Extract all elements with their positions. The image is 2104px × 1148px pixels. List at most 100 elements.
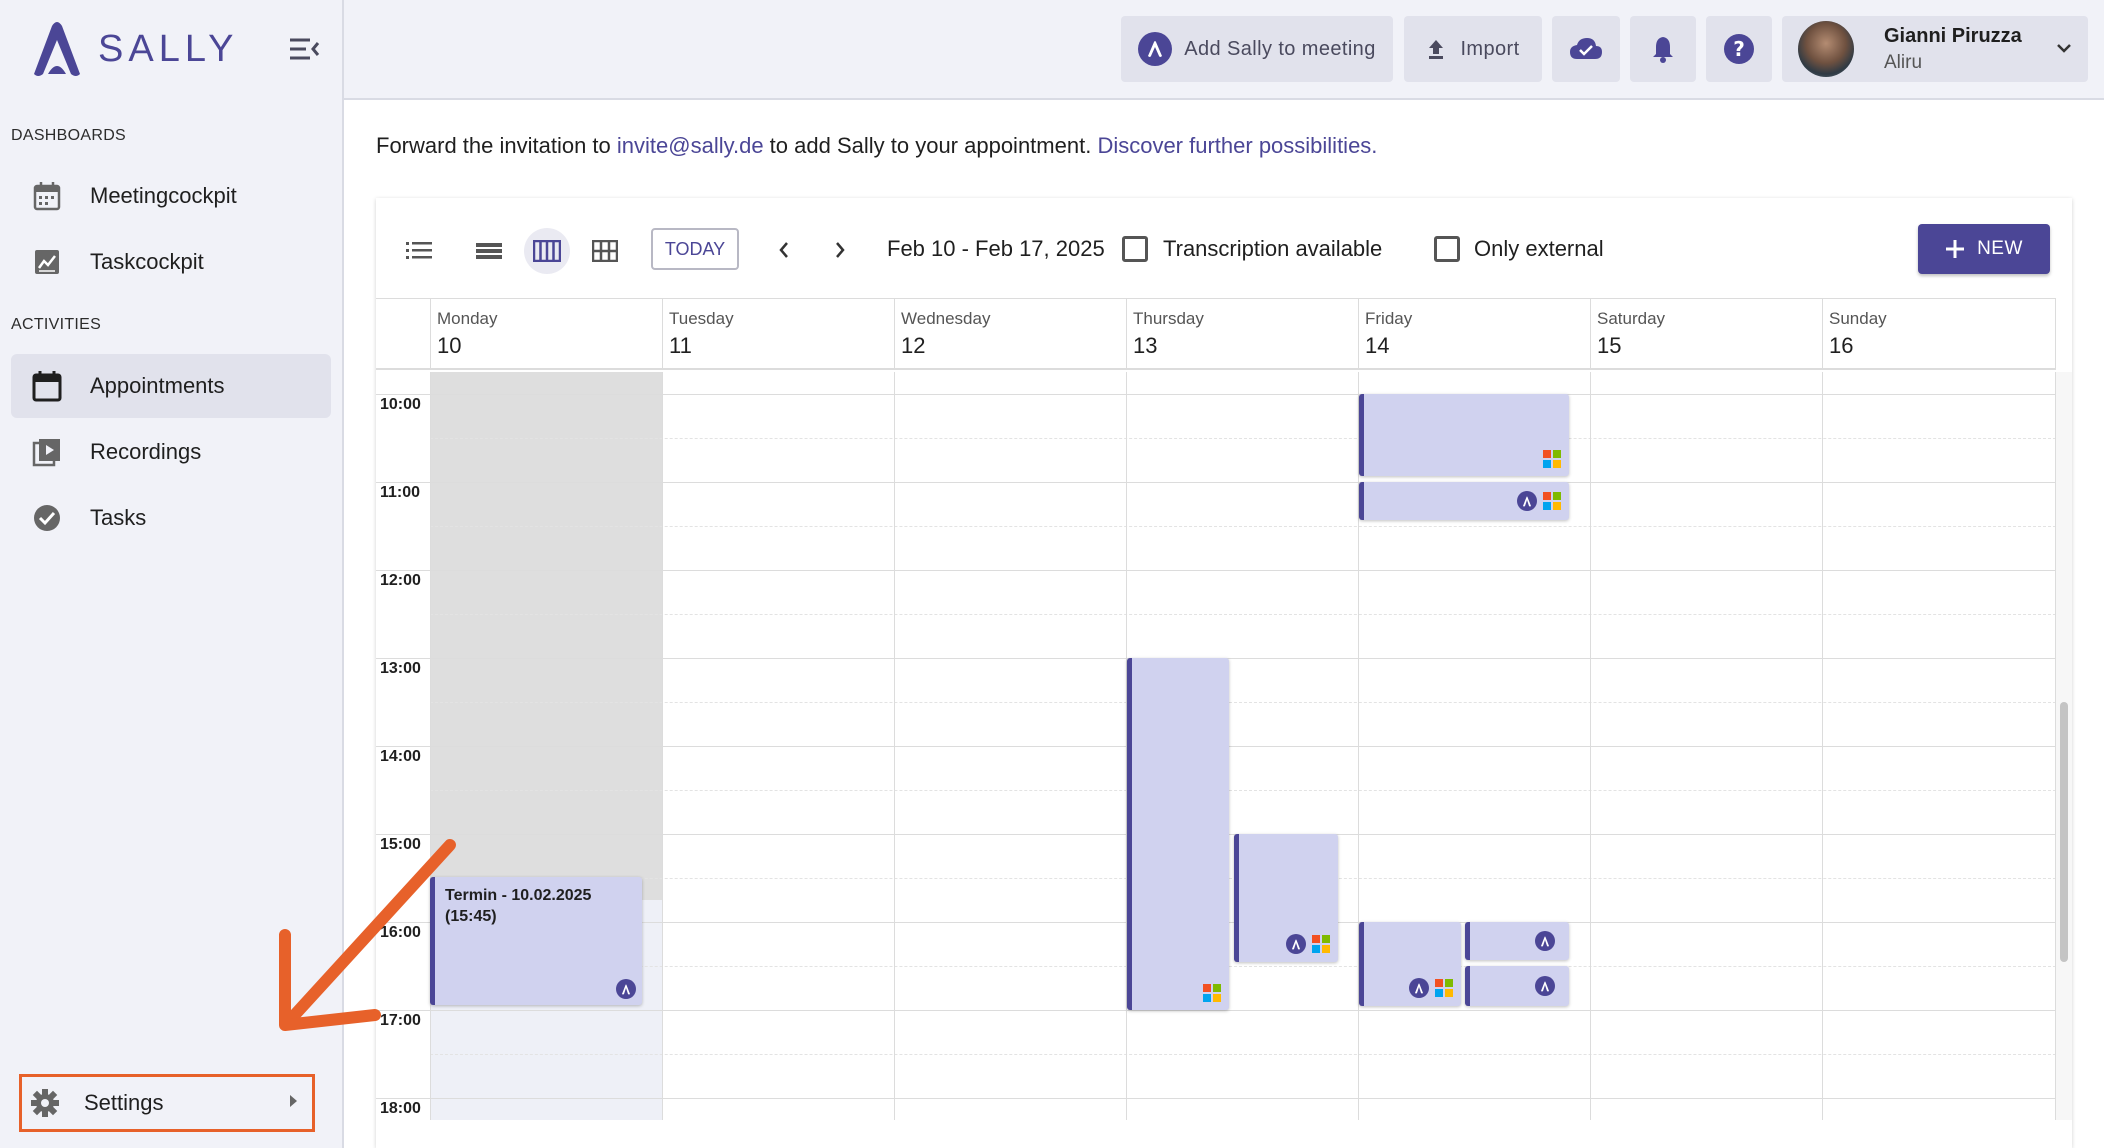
chevron-down-icon xyxy=(2056,42,2072,54)
half-hour-line xyxy=(430,702,2056,703)
calendar-toolbar: TODAY Feb 10 - Feb 17, 2025 Transcriptio… xyxy=(376,198,2072,298)
bell-icon xyxy=(1651,35,1675,63)
today-button[interactable]: TODAY xyxy=(651,228,739,270)
sally-badge-icon xyxy=(1409,978,1429,998)
event-thursday-afternoon[interactable] xyxy=(1234,834,1338,962)
sally-badge-icon xyxy=(616,979,636,999)
sidebar: SALLY DASHBOARDS Meetingcockpit Taskcock… xyxy=(0,0,344,1148)
event-friday-late-morning[interactable] xyxy=(1359,482,1569,520)
microsoft-logo-icon xyxy=(1312,935,1330,953)
top-bar: Add Sally to meeting Import ? Gianni Pir… xyxy=(344,0,2104,100)
month-view-icon[interactable] xyxy=(582,228,628,274)
event-termin-monday[interactable]: Termin - 10.02.2025 (15:45) xyxy=(430,877,642,1005)
cloud-done-icon xyxy=(1569,37,1603,61)
invite-email-link[interactable]: invite@sally.de xyxy=(616,133,764,158)
day-name: Friday xyxy=(1365,309,1413,328)
import-button[interactable]: Import xyxy=(1404,16,1542,82)
sidebar-item-tasks[interactable]: Tasks xyxy=(11,486,331,550)
help-button[interactable]: ? xyxy=(1706,16,1772,82)
event-thursday-long[interactable] xyxy=(1127,658,1229,1010)
section-label-activities: ACTIVITIES xyxy=(11,316,102,333)
calendar-icon xyxy=(29,368,65,404)
new-appointment-button[interactable]: NEW xyxy=(1918,224,2050,274)
day-header-thursday[interactable]: Thursday 13 xyxy=(1126,298,1358,370)
prev-week-icon[interactable] xyxy=(766,232,802,268)
time-label: 15:00 xyxy=(380,836,421,853)
upload-icon xyxy=(1426,38,1446,60)
day-header-saturday[interactable]: Saturday 15 xyxy=(1590,298,1822,370)
collapse-menu-icon[interactable] xyxy=(288,36,320,62)
calendar-icon xyxy=(29,178,65,214)
day-header-wednesday[interactable]: Wednesday 12 xyxy=(894,298,1126,370)
add-sally-to-meeting-button[interactable]: Add Sally to meeting xyxy=(1121,16,1393,82)
only-external-label: Only external xyxy=(1474,236,1604,261)
day-name: Thursday xyxy=(1133,309,1204,328)
time-label: 13:00 xyxy=(380,660,421,677)
transcription-checkbox[interactable] xyxy=(1122,236,1148,262)
sidebar-item-label: Tasks xyxy=(90,505,147,530)
check-circle-icon xyxy=(29,500,65,536)
calendar-grid[interactable]: 10:00 11:00 12:00 13:00 14:00 15:00 16:0… xyxy=(376,372,2056,1120)
sidebar-item-meetingcockpit[interactable]: Meetingcockpit xyxy=(11,164,331,228)
sidebar-item-label: Recordings xyxy=(90,439,202,464)
day-column-line xyxy=(662,372,663,1120)
chart-icon xyxy=(29,244,65,280)
day-name: Tuesday xyxy=(669,309,734,328)
video-library-icon xyxy=(29,434,65,470)
list-view-icon[interactable] xyxy=(396,228,442,274)
day-name: Saturday xyxy=(1597,309,1666,328)
sally-logo-icon xyxy=(34,22,80,76)
date-range: Feb 10 - Feb 17, 2025 xyxy=(887,236,1105,261)
event-friday-afternoon-3[interactable] xyxy=(1465,966,1569,1006)
sidebar-item-settings[interactable]: Settings xyxy=(19,1074,315,1132)
day-column-line xyxy=(1126,372,1127,1120)
event-friday-afternoon-1[interactable] xyxy=(1359,922,1461,1006)
day-header-monday[interactable]: Monday 10 xyxy=(430,298,662,370)
sidebar-item-label: Meetingcockpit xyxy=(90,183,237,208)
plus-icon xyxy=(1945,239,1965,259)
hour-line xyxy=(376,570,2056,571)
discover-possibilities-link[interactable]: Discover further possibilities. xyxy=(1097,133,1378,158)
sidebar-item-label: Appointments xyxy=(90,373,225,398)
vertical-scrollbar[interactable] xyxy=(2056,372,2072,1120)
event-friday-afternoon-2[interactable] xyxy=(1465,922,1569,960)
forward-invitation-text: Forward the invitation to invite@sally.d… xyxy=(376,133,1377,159)
sally-badge-icon xyxy=(1535,931,1555,951)
notifications-button[interactable] xyxy=(1630,16,1696,82)
day-header-tuesday[interactable]: Tuesday 11 xyxy=(662,298,894,370)
next-week-icon[interactable] xyxy=(822,232,858,268)
user-org: Aliru xyxy=(1884,51,1923,73)
cloud-sync-button[interactable] xyxy=(1552,16,1620,82)
scrollbar-thumb[interactable] xyxy=(2060,702,2068,962)
time-gutter-header xyxy=(376,298,430,370)
app-name: SALLY xyxy=(98,27,239,70)
time-label: 18:00 xyxy=(380,1100,421,1117)
user-info: Gianni Piruzza Aliru xyxy=(1884,25,2022,74)
week-view-icon[interactable] xyxy=(524,228,570,274)
time-label: 10:00 xyxy=(380,396,421,413)
only-external-checkbox[interactable] xyxy=(1434,236,1460,262)
day-header-friday[interactable]: Friday 14 xyxy=(1358,298,1590,370)
sidebar-item-recordings[interactable]: Recordings xyxy=(11,420,331,484)
hour-line xyxy=(376,1098,2056,1099)
sidebar-item-taskcockpit[interactable]: Taskcockpit xyxy=(11,230,331,294)
microsoft-logo-icon xyxy=(1543,492,1561,510)
time-label: 14:00 xyxy=(380,748,421,765)
microsoft-logo-icon xyxy=(1543,450,1561,468)
day-number: 11 xyxy=(669,333,692,358)
app-logo[interactable]: SALLY xyxy=(26,18,238,80)
event-title: Termin - 10.02.2025 (15:45) xyxy=(445,887,592,925)
time-label: 16:00 xyxy=(380,924,421,941)
sally-badge-icon xyxy=(1286,934,1306,954)
avatar xyxy=(1798,21,1854,77)
hour-line xyxy=(376,482,2056,483)
sidebar-item-appointments[interactable]: Appointments xyxy=(11,354,331,418)
sidebar-item-label: Taskcockpit xyxy=(90,249,204,274)
day-view-icon[interactable] xyxy=(466,228,512,274)
event-friday-morning[interactable] xyxy=(1359,394,1569,476)
caret-right-icon xyxy=(288,1094,298,1113)
time-label: 17:00 xyxy=(380,1012,421,1029)
user-menu-button[interactable]: Gianni Piruzza Aliru xyxy=(1782,16,2088,82)
gear-icon xyxy=(30,1088,60,1118)
day-header-sunday[interactable]: Sunday 16 xyxy=(1822,298,2056,370)
